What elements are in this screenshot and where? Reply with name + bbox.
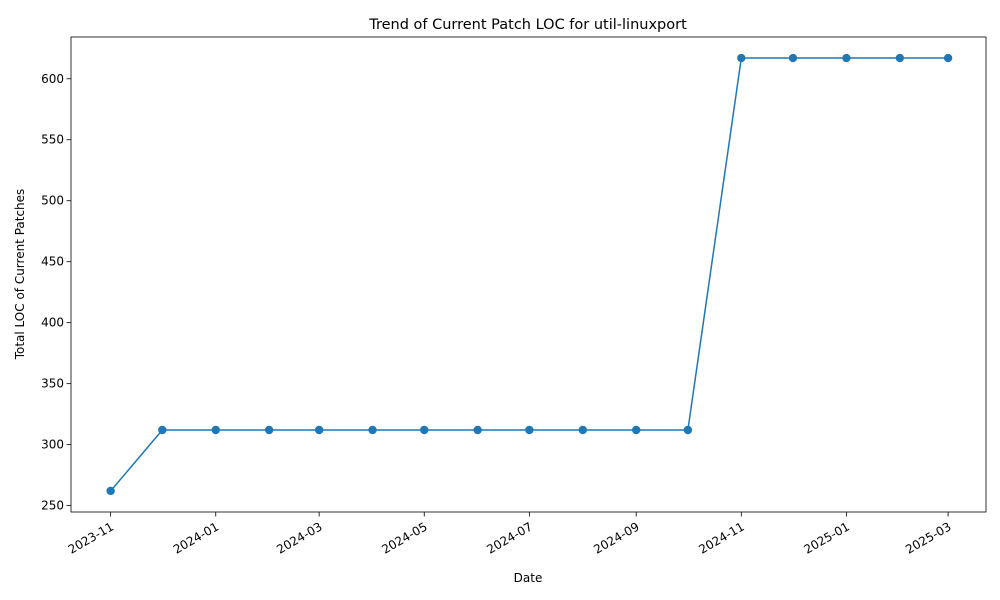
- y-tick-label: 350: [41, 377, 64, 391]
- plot-frame: [70, 36, 987, 513]
- series-group: [106, 53, 953, 496]
- data-point: [842, 53, 851, 63]
- y-tick-label: 500: [41, 194, 64, 208]
- data-point: [737, 53, 746, 63]
- data-point: [788, 53, 798, 63]
- data-point: [683, 425, 693, 435]
- y-tick-label: 250: [41, 499, 64, 513]
- y-tick-label: 550: [41, 133, 64, 147]
- chart-title: Trend of Current Patch LOC for util-linu…: [368, 17, 687, 33]
- data-point: [578, 425, 587, 435]
- y-tick-label: 400: [41, 316, 64, 330]
- data-point: [106, 486, 115, 496]
- y-axis: 250 300 350 400 450 500 550 600: [41, 72, 71, 513]
- data-point: [631, 425, 641, 435]
- x-axis-label: Date: [514, 571, 543, 585]
- data-point: [525, 425, 534, 435]
- data-point: [314, 425, 324, 435]
- y-tick-label: 450: [41, 255, 64, 269]
- plot-area: [70, 36, 987, 513]
- data-point: [420, 425, 429, 435]
- data-point: [368, 425, 377, 435]
- data-point: [895, 53, 905, 63]
- data-point: [211, 425, 220, 435]
- y-tick-label: 600: [41, 72, 64, 86]
- data-point: [943, 53, 953, 63]
- data-point: [158, 425, 167, 435]
- y-tick-label: 300: [41, 438, 64, 452]
- data-point: [264, 425, 274, 435]
- y-axis-label: Total LOC of Current Patches: [13, 189, 27, 361]
- data-point: [473, 425, 482, 435]
